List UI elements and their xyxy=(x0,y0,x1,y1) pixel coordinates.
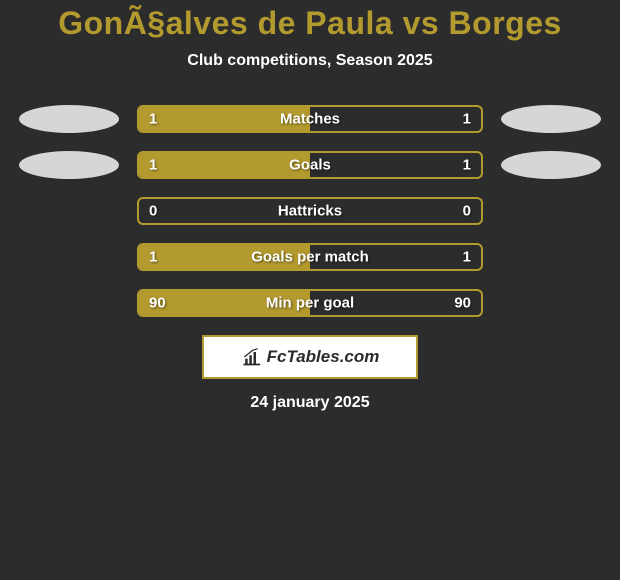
stat-label: Hattricks xyxy=(278,203,342,220)
stat-value-right: 90 xyxy=(454,295,471,312)
main-container: GonÃ§alves de Paula vs Borges Club compe… xyxy=(0,0,620,412)
stats-container: 1 Matches 1 1 Goals 1 0 Hattricks 0 1 Goals per ma… xyxy=(0,105,620,317)
stat-bar: 1 Goals 1 xyxy=(137,151,483,179)
stat-bar: 1 Matches 1 xyxy=(137,105,483,133)
stat-value-right: 0 xyxy=(463,203,471,220)
stat-bar: 1 Goals per match 1 xyxy=(137,243,483,271)
bar-chart-icon xyxy=(241,347,261,367)
stat-value-left: 1 xyxy=(149,249,157,266)
player-left-badge xyxy=(19,105,119,133)
stat-value-right: 1 xyxy=(463,157,471,174)
stat-label: Min per goal xyxy=(266,295,354,312)
date-text: 24 january 2025 xyxy=(0,394,620,412)
stats-row: 90 Min per goal 90 xyxy=(0,289,620,317)
player-left-badge xyxy=(19,151,119,179)
stat-label: Matches xyxy=(280,111,340,128)
page-title: GonÃ§alves de Paula vs Borges xyxy=(0,5,620,42)
stat-label: Goals xyxy=(289,157,331,174)
stat-value-right: 1 xyxy=(463,111,471,128)
stat-value-right: 1 xyxy=(463,249,471,266)
stat-value-left: 90 xyxy=(149,295,166,312)
stat-value-left: 1 xyxy=(149,111,157,128)
stat-label: Goals per match xyxy=(251,249,369,266)
stat-bar: 90 Min per goal 90 xyxy=(137,289,483,317)
page-subtitle: Club competitions, Season 2025 xyxy=(0,52,620,70)
player-right-badge xyxy=(501,105,601,133)
logo-box[interactable]: FcTables.com xyxy=(202,335,418,379)
logo-content: FcTables.com xyxy=(241,347,380,367)
stats-row: 1 Goals 1 xyxy=(0,151,620,179)
stat-bar: 0 Hattricks 0 xyxy=(137,197,483,225)
stat-value-left: 0 xyxy=(149,203,157,220)
stats-row: 1 Matches 1 xyxy=(0,105,620,133)
player-right-badge xyxy=(501,151,601,179)
stats-row: 0 Hattricks 0 xyxy=(0,197,620,225)
stat-value-left: 1 xyxy=(149,157,157,174)
bar-fill-left xyxy=(139,153,310,177)
logo-text: FcTables.com xyxy=(267,347,380,367)
stats-row: 1 Goals per match 1 xyxy=(0,243,620,271)
